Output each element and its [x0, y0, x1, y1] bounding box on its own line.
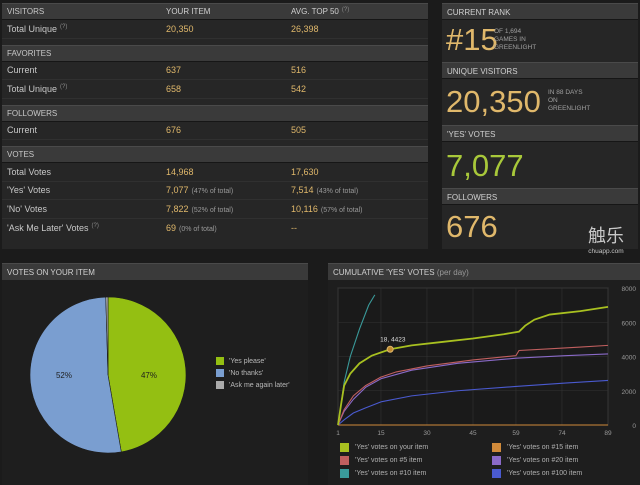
legend-item-15: 'Yes' votes on #15 item	[492, 441, 637, 454]
x-tick-label: 30	[423, 430, 431, 437]
stats-table: VISITORS YOUR ITEM AVG. TOP 50 (?) Total …	[2, 3, 428, 249]
help-icon[interactable]: (?)	[91, 222, 99, 229]
table-row: Total Unique (?) 20,350 26,398	[2, 20, 428, 39]
followers-header: FOLLOWERS	[2, 104, 428, 122]
pie-header: VOTES ON YOUR ITEM	[2, 263, 308, 280]
y-tick-label: 8000	[622, 286, 637, 293]
favorites-header: FAVORITES	[2, 44, 428, 62]
votes-pie-panel: VOTES ON YOUR ITEM 47% 52% 'Yes please' '…	[2, 263, 308, 485]
rank-note: OF 1,694 GAMES IN GREENLIGHT	[494, 28, 537, 51]
table-row: 'Ask Me Later' Votes (?) 69 (0% of total) …	[7, 222, 297, 233]
pie-slice-yes[interactable]	[107, 296, 187, 453]
legend-item-10: 'Yes' votes on #10 item	[340, 467, 490, 480]
table-row: Total Unique (?) 658 542	[2, 80, 428, 99]
visitors-note: IN 88 DAYS ON GREENLIGHT	[548, 89, 591, 112]
table-row: Current 676 505	[2, 122, 428, 140]
pie-label-no: 52%	[56, 371, 72, 380]
legend-item-yes: 'Yes please'	[216, 355, 290, 367]
x-tick-label: 59	[512, 430, 520, 437]
followers-value: 676	[446, 209, 498, 244]
avg-top50-header: AVG. TOP 50 (?)	[291, 7, 350, 16]
series-line	[337, 379, 609, 426]
table-row: Total Votes 14,968 17,630	[2, 163, 428, 182]
x-tick-label: 45	[469, 430, 477, 437]
legend-item-no: 'No thanks'	[216, 367, 290, 379]
legend-item-5: 'Yes' votes on #5 item	[340, 454, 490, 467]
current-rank-header: CURRENT RANK	[442, 3, 638, 20]
legend-item-100: 'Yes' votes on #100 item	[492, 467, 637, 480]
rank-value: #15	[446, 22, 498, 57]
x-tick-label: 74	[558, 430, 566, 437]
help-icon[interactable]: (?)	[60, 23, 68, 30]
visitors-header-label: VISITORS	[7, 7, 45, 16]
votes-header: VOTES	[2, 146, 428, 163]
line-header: CUMULATIVE 'YES' VOTES (per day)	[328, 263, 640, 280]
series-line	[337, 305, 609, 426]
watermark-logo: 触乐 chuapp.com	[588, 226, 624, 255]
y-tick-label: 2000	[622, 389, 637, 396]
pie-legend: 'Yes please' 'No thanks' 'Ask me again l…	[216, 355, 290, 391]
line-legend-right: 'Yes' votes on #15 item 'Yes' votes on #…	[492, 441, 637, 480]
legend-item-20: 'Yes' votes on #20 item	[492, 454, 637, 467]
rank-panel: CURRENT RANK #15 OF 1,694 GAMES IN GREEN…	[442, 3, 638, 249]
pie-label-yes: 47%	[141, 371, 157, 380]
legend-item-your-item: 'Yes' votes on your item	[340, 441, 490, 454]
y-tick-label: 4000	[622, 355, 637, 362]
table-row: Current 637 516	[2, 62, 428, 80]
yes-votes-value: 7,077	[446, 148, 524, 183]
pie-slice-later[interactable]	[105, 296, 109, 376]
your-item-header: YOUR ITEM	[166, 7, 211, 16]
x-tick-label: 1	[336, 430, 340, 437]
series-line	[337, 344, 609, 426]
x-tick-label: 15	[377, 430, 385, 437]
table-row: 'Yes' Votes 7,077 (47% of total) 7,514 (43…	[2, 182, 428, 200]
followers-header: FOLLOWERS	[442, 188, 638, 205]
unique-visitors-value: 20,350	[446, 84, 541, 119]
series-line	[337, 353, 609, 426]
table-row: 'No' Votes 7,822 (52% of total) 10,116 (57…	[2, 200, 428, 219]
help-icon[interactable]: (?)	[60, 83, 68, 90]
pie-slice-no[interactable]	[29, 296, 122, 454]
cumulative-votes-panel: CUMULATIVE 'YES' VOTES (per day) 0 2000 40…	[328, 263, 640, 485]
yes-votes-header: 'YES' VOTES	[442, 125, 638, 142]
tooltip-marker	[386, 345, 394, 353]
line-legend-left: 'Yes' votes on your item 'Yes' votes on …	[340, 441, 490, 480]
legend-item-later: 'Ask me again later'	[216, 379, 290, 391]
votes-pie-chart: 47% 52%	[29, 296, 187, 454]
y-tick-label: 0	[632, 423, 636, 430]
unique-visitors-header: UNIQUE VISITORS	[442, 62, 638, 79]
tooltip-label: 18, 4423	[380, 336, 406, 343]
x-tick-label: 89	[604, 430, 612, 437]
cumulative-votes-chart: 0 2000 4000 6000 8000 1 15 30 45 59 74 89 18, 4423	[336, 286, 637, 437]
visitors-header: VISITORS YOUR ITEM AVG. TOP 50 (?)	[2, 3, 428, 20]
y-tick-label: 6000	[622, 320, 637, 327]
